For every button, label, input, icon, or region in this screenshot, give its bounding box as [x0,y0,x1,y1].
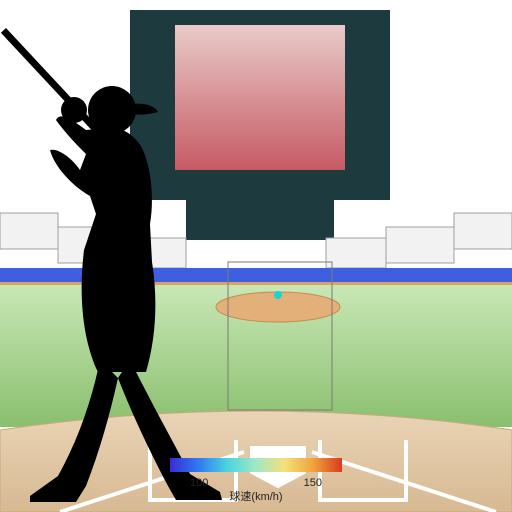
stands-right [326,213,512,268]
pitch-markers [274,291,282,299]
pitch-marker [274,291,282,299]
scoreboard-pillar [186,200,334,240]
pitch-chart: 100 150 球速(km/h) [0,0,512,512]
legend-tick: 150 [304,477,322,489]
warning-track-line [0,282,512,285]
legend-tick: 100 [190,477,208,489]
outfield-wall [0,268,512,282]
legend-label: 球速(km/h) [229,489,282,503]
scoreboard-screen [175,25,345,170]
